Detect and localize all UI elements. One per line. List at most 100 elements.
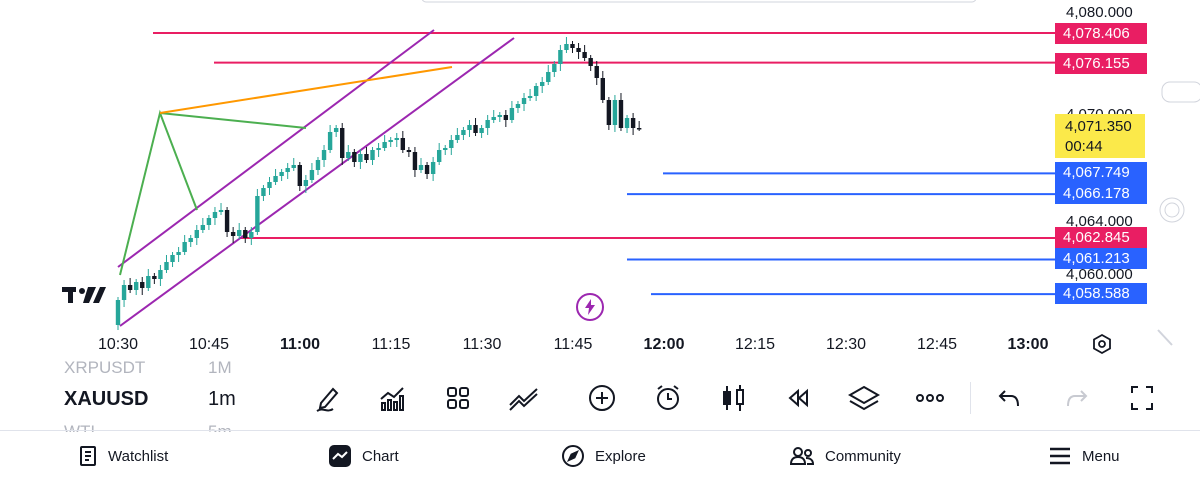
zigzag-pattern[interactable] — [119, 109, 307, 276]
alert-icon[interactable] — [650, 380, 686, 416]
candle-down — [606, 100, 612, 125]
candle-down — [340, 128, 345, 158]
candle-up — [527, 96, 533, 98]
candle-down — [618, 100, 624, 128]
candle-down — [352, 152, 357, 162]
candle-up — [273, 176, 278, 182]
level-price-tag[interactable]: 4,058.588 — [1055, 283, 1147, 304]
candle-up — [158, 270, 163, 279]
candle-up — [200, 225, 206, 230]
symbol-timeframe: 1m — [208, 388, 236, 410]
indicators-icon[interactable] — [374, 380, 410, 416]
time-axis-label: 11:15 — [371, 336, 411, 353]
price-channel[interactable] — [117, 29, 515, 327]
nav-community[interactable]: Community — [789, 443, 901, 469]
level-price-tag[interactable]: 4,076.155 — [1055, 53, 1147, 74]
tradingview-logo — [62, 287, 106, 303]
level-price-tag[interactable]: 4,062.845 — [1055, 227, 1147, 248]
candle-down — [406, 150, 412, 152]
undo-icon[interactable] — [992, 380, 1028, 416]
level-price-tag[interactable]: 4,078.406 — [1055, 23, 1147, 44]
candle-down — [152, 276, 157, 279]
time-axis-label: 12:45 — [916, 336, 958, 353]
price-chart[interactable] — [0, 0, 1152, 362]
axis-price-label: 4,070.000 — [1066, 106, 1133, 114]
more-icon[interactable] — [912, 380, 948, 416]
candle-down — [576, 48, 581, 52]
axis-price-label: 4,060.000 — [1066, 266, 1133, 283]
time-axis-label: 12:00 — [643, 336, 685, 353]
nav-watchlist-label: Watchlist — [108, 447, 169, 465]
candle-up — [491, 117, 496, 120]
templates-icon[interactable] — [440, 380, 476, 416]
level-price-tag[interactable]: 4,066.178 — [1055, 183, 1147, 204]
candle-up — [206, 218, 212, 225]
level-price-tag[interactable]: 4,067.749 — [1055, 162, 1147, 183]
side-toggle[interactable] — [1161, 81, 1200, 103]
chart-area[interactable]: 4,080.000 4,070.000 4,064.000 4,060.000 … — [0, 0, 1152, 362]
axis-price-label: 4,064.000 — [1066, 213, 1133, 230]
candle-up — [521, 98, 527, 104]
nav-community-label: Community — [825, 447, 901, 465]
fullscreen-icon[interactable] — [1124, 380, 1160, 416]
side-circle-button[interactable] — [1159, 197, 1185, 223]
trend-line[interactable] — [159, 66, 453, 114]
replay-icon[interactable] — [780, 380, 816, 416]
candle-up — [133, 282, 139, 290]
nav-chart[interactable]: Chart — [328, 443, 399, 469]
candle-down — [127, 285, 133, 290]
candle-up — [261, 188, 266, 196]
candle-up — [176, 252, 181, 255]
candle-up — [455, 135, 460, 140]
candle-up — [285, 168, 290, 172]
candle-down — [582, 52, 587, 58]
chart-icon — [329, 445, 351, 467]
pencil-icon[interactable] — [310, 380, 346, 416]
candle-down — [600, 78, 605, 100]
symbol-list[interactable]: XRPUSDT 1M XAUUSD 1m WTI 5m — [48, 356, 300, 432]
candle-down — [230, 232, 236, 236]
time-axis-label: 12:30 — [825, 336, 867, 353]
level-price-tag[interactable]: 4,061.213 — [1055, 248, 1147, 269]
symbol-name: WTI — [64, 422, 96, 432]
candle-type-icon[interactable] — [716, 380, 752, 416]
candle-up — [479, 128, 484, 133]
drawings-icon[interactable] — [506, 380, 542, 416]
symbol-timeframe: 1M — [208, 358, 232, 377]
current-price: 4,071.350 — [1065, 118, 1132, 135]
candle-down — [473, 125, 478, 133]
nav-watchlist[interactable]: Watchlist — [78, 443, 168, 469]
settings-icon[interactable] — [1091, 333, 1113, 355]
compass-icon — [562, 445, 584, 467]
time-axis-label: 10:30 — [97, 336, 139, 353]
layers-icon[interactable] — [846, 380, 882, 416]
candle-up — [558, 50, 563, 64]
time-axis-label: 11:00 — [279, 336, 321, 353]
candle-down — [503, 115, 509, 120]
candle-up — [467, 125, 472, 130]
candle-up — [267, 182, 272, 188]
candle-up — [436, 150, 442, 162]
candle-up — [121, 285, 127, 300]
lightning-icon[interactable] — [576, 293, 604, 321]
candle-up — [182, 242, 187, 252]
candle-up — [194, 230, 199, 238]
candle-up — [624, 118, 630, 128]
nav-chart-label: Chart — [362, 447, 399, 465]
time-axis-label: 11:45 — [553, 336, 593, 353]
candle-down — [140, 282, 145, 288]
candle-up — [321, 150, 327, 160]
nav-explore[interactable]: Explore — [561, 443, 646, 469]
candle-up — [552, 64, 557, 72]
candle-up — [443, 148, 448, 150]
right-side-panel — [1152, 0, 1200, 430]
candle-up — [303, 180, 309, 186]
add-icon[interactable] — [584, 380, 620, 416]
candle-up — [485, 120, 490, 128]
candle-up — [394, 138, 399, 140]
candle-up — [612, 100, 618, 125]
candle-up — [497, 115, 502, 117]
candle-up — [279, 172, 284, 176]
time-axis-label: 12:15 — [734, 336, 776, 353]
nav-menu[interactable]: Menu — [1048, 443, 1120, 469]
